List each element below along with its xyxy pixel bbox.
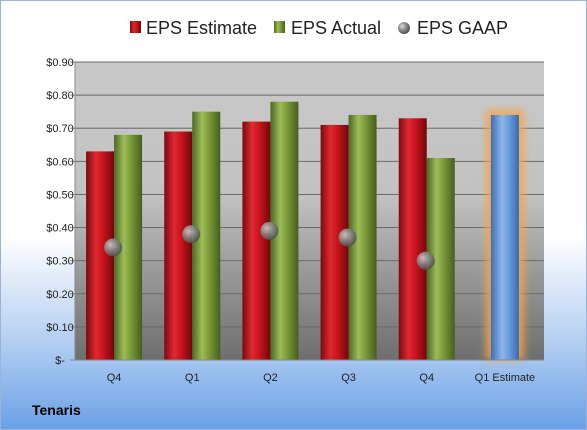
x-tick-label: Q4 (107, 372, 122, 384)
y-tick-label: $- (55, 355, 65, 367)
legend-item-actual[interactable]: EPS Actual (274, 18, 381, 38)
legend-swatch-gaap (398, 22, 410, 34)
bar-eps-estimate (164, 131, 193, 360)
y-tick-label: $0.80 (46, 90, 74, 102)
legend-swatch-actual (274, 21, 285, 33)
marker-eps-gaap (416, 251, 435, 270)
x-tick-label: Q1 (185, 372, 200, 384)
x-tick-label: Q4 (419, 372, 434, 384)
legend-swatch-estimate (130, 21, 141, 33)
legend: EPS Estimate EPS Actual EPS GAAP (130, 18, 508, 38)
x-tick-label: Q3 (341, 372, 356, 384)
y-tick-label: $0.20 (46, 289, 74, 301)
x-tick-label: Q2 (263, 372, 278, 384)
legend-item-gaap[interactable]: EPS GAAP (398, 18, 508, 38)
bar-eps-estimate (398, 118, 427, 361)
bar-eps-estimate (86, 151, 115, 360)
y-tick-label: $0.10 (46, 322, 74, 334)
y-tick-label: $0.30 (46, 256, 74, 268)
x-tick-label: Q1 Estimate (475, 372, 536, 384)
y-tick-label: $0.60 (46, 156, 74, 168)
gridlines (75, 61, 544, 328)
gaap-markers (104, 221, 435, 270)
legend-label-estimate: EPS Estimate (146, 18, 257, 38)
legend-label-actual: EPS Actual (291, 18, 381, 38)
marker-eps-gaap (338, 228, 357, 247)
y-tick-label: $0.90 (46, 57, 74, 69)
bar-eps-estimate (242, 121, 271, 360)
legend-label-gaap: EPS GAAP (417, 18, 508, 38)
marker-eps-gaap (260, 221, 279, 240)
y-tick-label: $0.50 (46, 189, 74, 201)
plot-area (75, 62, 544, 360)
x-axis: Q4 Q1 Q2 Q3 Q4 Q1 Estimate (75, 359, 544, 384)
bar-eps-forecast (490, 114, 519, 360)
y-axis: $- $0.10 $0.20 $0.30 $0.40 $0.50 $0.60 $0.70 $0.… (46, 57, 76, 367)
company-name: Tenaris (32, 402, 81, 418)
y-tick-label: $0.40 (46, 223, 74, 235)
legend-item-estimate[interactable]: EPS Estimate (130, 18, 257, 38)
y-tick-label: $0.70 (46, 123, 74, 135)
marker-eps-gaap (104, 238, 123, 257)
marker-eps-gaap (182, 225, 201, 244)
